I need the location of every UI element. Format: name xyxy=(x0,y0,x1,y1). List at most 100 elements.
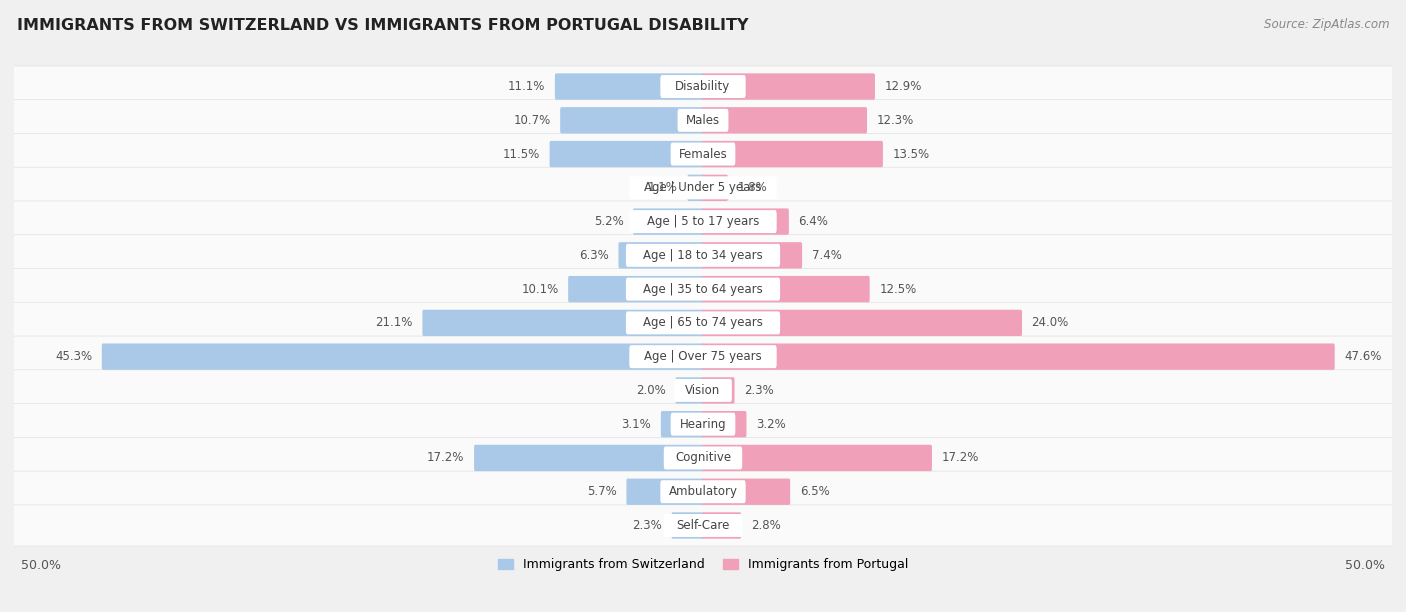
FancyBboxPatch shape xyxy=(560,107,704,133)
Text: 1.1%: 1.1% xyxy=(648,181,678,195)
Text: Disability: Disability xyxy=(675,80,731,93)
Text: 12.3%: 12.3% xyxy=(876,114,914,127)
FancyBboxPatch shape xyxy=(702,343,1334,370)
FancyBboxPatch shape xyxy=(702,479,790,505)
FancyBboxPatch shape xyxy=(13,133,1393,174)
Text: 6.5%: 6.5% xyxy=(800,485,830,498)
FancyBboxPatch shape xyxy=(702,377,734,403)
Text: 2.0%: 2.0% xyxy=(636,384,666,397)
FancyBboxPatch shape xyxy=(702,209,789,235)
Text: 5.7%: 5.7% xyxy=(588,485,617,498)
FancyBboxPatch shape xyxy=(13,66,1393,107)
FancyBboxPatch shape xyxy=(702,276,870,302)
FancyBboxPatch shape xyxy=(702,107,868,133)
FancyBboxPatch shape xyxy=(630,345,776,368)
Text: 17.2%: 17.2% xyxy=(427,452,464,465)
FancyBboxPatch shape xyxy=(626,312,780,334)
FancyBboxPatch shape xyxy=(702,512,741,539)
Text: 45.3%: 45.3% xyxy=(55,350,93,363)
FancyBboxPatch shape xyxy=(702,310,1022,336)
Text: Age | 5 to 17 years: Age | 5 to 17 years xyxy=(647,215,759,228)
FancyBboxPatch shape xyxy=(664,447,742,469)
FancyBboxPatch shape xyxy=(664,514,742,537)
FancyBboxPatch shape xyxy=(702,242,801,269)
FancyBboxPatch shape xyxy=(702,174,728,201)
FancyBboxPatch shape xyxy=(702,445,932,471)
Text: 1.8%: 1.8% xyxy=(738,181,768,195)
FancyBboxPatch shape xyxy=(13,269,1393,310)
Text: 17.2%: 17.2% xyxy=(942,452,979,465)
FancyBboxPatch shape xyxy=(630,176,776,200)
FancyBboxPatch shape xyxy=(422,310,704,336)
FancyBboxPatch shape xyxy=(13,235,1393,276)
Text: Source: ZipAtlas.com: Source: ZipAtlas.com xyxy=(1264,18,1389,31)
FancyBboxPatch shape xyxy=(13,370,1393,411)
FancyBboxPatch shape xyxy=(702,141,883,167)
FancyBboxPatch shape xyxy=(13,302,1393,343)
FancyBboxPatch shape xyxy=(13,403,1393,445)
Text: 2.3%: 2.3% xyxy=(744,384,773,397)
FancyBboxPatch shape xyxy=(671,412,735,436)
Text: Vision: Vision xyxy=(685,384,721,397)
Text: 3.2%: 3.2% xyxy=(756,417,786,431)
FancyBboxPatch shape xyxy=(13,100,1393,141)
Text: Age | Under 5 years: Age | Under 5 years xyxy=(644,181,762,195)
Text: 2.8%: 2.8% xyxy=(751,519,780,532)
FancyBboxPatch shape xyxy=(671,143,735,165)
FancyBboxPatch shape xyxy=(633,209,704,235)
Text: 11.1%: 11.1% xyxy=(508,80,546,93)
Text: 11.5%: 11.5% xyxy=(503,147,540,160)
Text: 21.1%: 21.1% xyxy=(375,316,413,329)
Text: IMMIGRANTS FROM SWITZERLAND VS IMMIGRANTS FROM PORTUGAL DISABILITY: IMMIGRANTS FROM SWITZERLAND VS IMMIGRANT… xyxy=(17,18,748,34)
FancyBboxPatch shape xyxy=(661,480,745,503)
Text: Age | 35 to 64 years: Age | 35 to 64 years xyxy=(643,283,763,296)
FancyBboxPatch shape xyxy=(630,210,776,233)
FancyBboxPatch shape xyxy=(702,73,875,100)
Text: 6.3%: 6.3% xyxy=(579,249,609,262)
Text: 2.3%: 2.3% xyxy=(633,519,662,532)
FancyBboxPatch shape xyxy=(661,411,704,438)
Text: Females: Females xyxy=(679,147,727,160)
FancyBboxPatch shape xyxy=(673,379,733,402)
Text: 10.1%: 10.1% xyxy=(522,283,558,296)
FancyBboxPatch shape xyxy=(626,244,780,267)
Text: Self-Care: Self-Care xyxy=(676,519,730,532)
FancyBboxPatch shape xyxy=(678,109,728,132)
Text: Age | 18 to 34 years: Age | 18 to 34 years xyxy=(643,249,763,262)
Text: 5.2%: 5.2% xyxy=(593,215,623,228)
Text: 13.5%: 13.5% xyxy=(893,147,929,160)
Text: 3.1%: 3.1% xyxy=(621,417,651,431)
FancyBboxPatch shape xyxy=(13,438,1393,479)
Text: Age | Over 75 years: Age | Over 75 years xyxy=(644,350,762,363)
Text: 24.0%: 24.0% xyxy=(1032,316,1069,329)
FancyBboxPatch shape xyxy=(13,336,1393,377)
Legend: Immigrants from Switzerland, Immigrants from Portugal: Immigrants from Switzerland, Immigrants … xyxy=(498,559,908,572)
FancyBboxPatch shape xyxy=(13,201,1393,242)
Text: Ambulatory: Ambulatory xyxy=(668,485,738,498)
FancyBboxPatch shape xyxy=(13,167,1393,209)
FancyBboxPatch shape xyxy=(568,276,704,302)
Text: Hearing: Hearing xyxy=(679,417,727,431)
FancyBboxPatch shape xyxy=(688,174,704,201)
FancyBboxPatch shape xyxy=(661,75,745,98)
FancyBboxPatch shape xyxy=(474,445,704,471)
FancyBboxPatch shape xyxy=(627,479,704,505)
Text: 10.7%: 10.7% xyxy=(513,114,551,127)
Text: 47.6%: 47.6% xyxy=(1344,350,1382,363)
Text: Cognitive: Cognitive xyxy=(675,452,731,465)
FancyBboxPatch shape xyxy=(550,141,704,167)
FancyBboxPatch shape xyxy=(675,377,704,403)
FancyBboxPatch shape xyxy=(13,505,1393,546)
FancyBboxPatch shape xyxy=(555,73,704,100)
Text: Males: Males xyxy=(686,114,720,127)
Text: 12.9%: 12.9% xyxy=(884,80,922,93)
FancyBboxPatch shape xyxy=(619,242,704,269)
FancyBboxPatch shape xyxy=(672,512,704,539)
FancyBboxPatch shape xyxy=(702,411,747,438)
FancyBboxPatch shape xyxy=(626,278,780,300)
Text: 7.4%: 7.4% xyxy=(811,249,842,262)
FancyBboxPatch shape xyxy=(101,343,704,370)
FancyBboxPatch shape xyxy=(13,471,1393,512)
Text: 12.5%: 12.5% xyxy=(879,283,917,296)
Text: 6.4%: 6.4% xyxy=(799,215,828,228)
